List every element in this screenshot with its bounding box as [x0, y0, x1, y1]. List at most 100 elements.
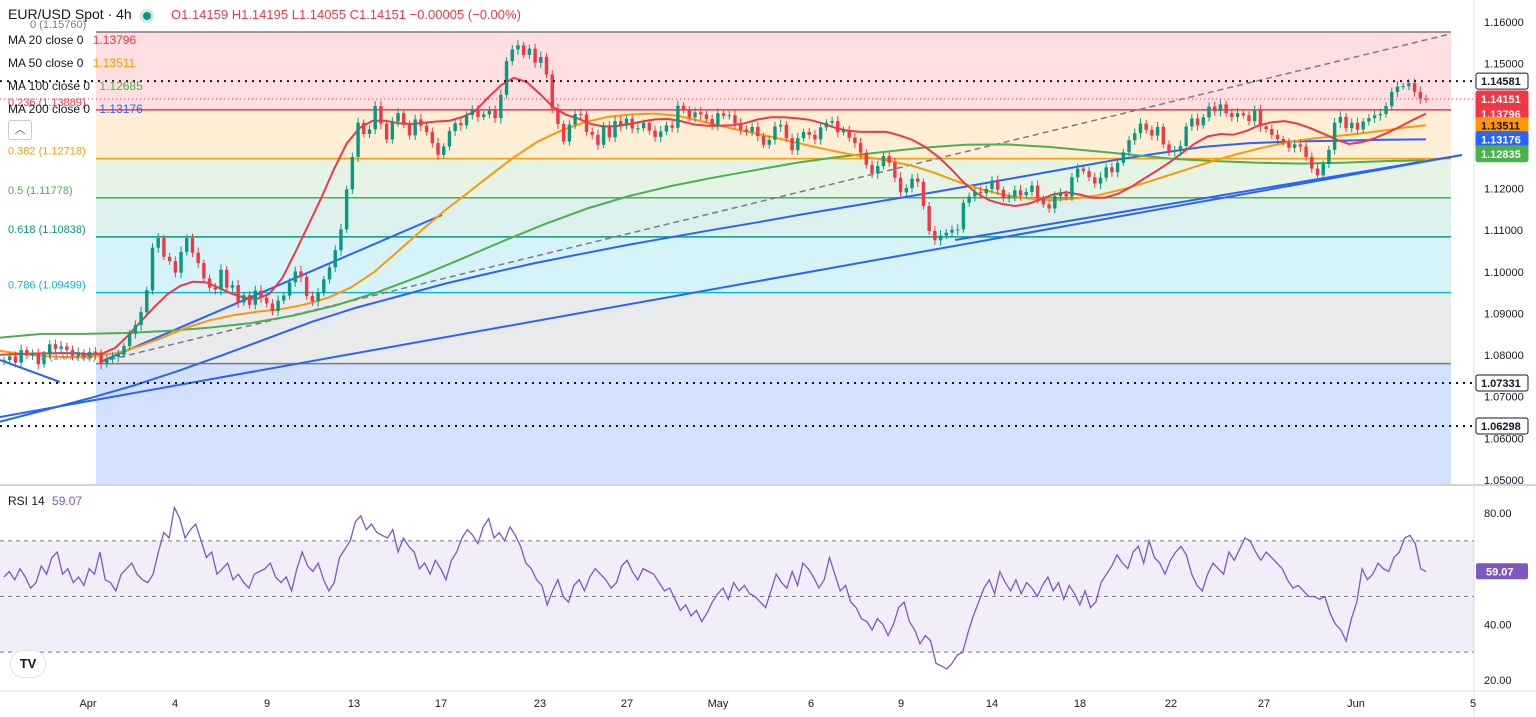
candle-body: [402, 113, 406, 125]
time-tick-label: 5: [1470, 698, 1476, 710]
price-badge-label: 1.14581: [1481, 76, 1521, 88]
candle-body: [1041, 198, 1046, 205]
candle-body: [390, 121, 395, 140]
rsi-tick-label: 40.00: [1484, 619, 1512, 631]
market-status-icon: [143, 11, 152, 20]
price-badge-label: 1.13511: [1481, 121, 1520, 133]
tradingview-logo-icon[interactable]: TV: [10, 650, 46, 678]
candle-body: [316, 293, 320, 302]
candle-body: [442, 146, 446, 155]
candle-body: [1264, 126, 1268, 130]
trendline-short: [0, 359, 61, 383]
price-badge: [1475, 72, 1529, 90]
candle-body: [818, 127, 823, 140]
candle-body: [310, 295, 315, 302]
candle-body: [93, 351, 98, 355]
candle-body: [561, 124, 566, 142]
candle-body: [1401, 86, 1405, 88]
candle-body: [533, 48, 537, 63]
candle-body: [487, 110, 492, 115]
price-tick-label: 1.12000: [1484, 184, 1524, 196]
candle-body: [1247, 115, 1251, 122]
ma50-legend[interactable]: MA 50 close 0 1.13511: [8, 56, 135, 70]
candle-body: [1110, 167, 1114, 173]
candle-body: [476, 109, 480, 117]
candle-body: [973, 191, 977, 197]
time-tick-label: 14: [986, 698, 998, 710]
candle-body: [990, 180, 994, 189]
time-tick-label: 23: [534, 698, 546, 710]
candle-body: [590, 131, 594, 135]
candle-body: [1321, 163, 1325, 176]
fib-label: 0.236 (1.13889): [8, 97, 86, 109]
time-tick-label: May: [708, 698, 729, 710]
ma100-value: 1.12685: [99, 79, 143, 93]
candle-body: [13, 356, 18, 363]
time-tick-label: 6: [808, 698, 814, 710]
candle-body: [30, 353, 35, 356]
ma100-legend[interactable]: MA 100 close 0 1.12685: [8, 79, 143, 93]
high-value: H1.14195: [231, 7, 289, 22]
candle-body: [7, 356, 12, 361]
candle-body: [373, 106, 377, 130]
price-tick-label: 1.11000: [1484, 225, 1523, 237]
price-badge: [1475, 417, 1529, 435]
candle-body: [967, 196, 971, 203]
time-tick-label: 9: [264, 698, 270, 710]
time-axis[interactable]: Apr 4 9 13 17 23 27 May 6 9 14 18 22 27 Jun 5: [79, 698, 1476, 710]
candle-body: [1104, 167, 1108, 178]
candle-body: [1412, 83, 1417, 92]
candle-body: [367, 129, 372, 135]
fib-label: 0.382 (1.12718): [8, 146, 86, 158]
fib-band: [96, 236, 1451, 293]
trendline-may: [954, 154, 1463, 241]
candle-body: [853, 137, 857, 144]
ma20-legend[interactable]: MA 20 close 0 1.13796: [8, 33, 136, 47]
candle-body: [1384, 106, 1388, 115]
candle-body: [807, 131, 811, 135]
candle-body: [670, 125, 674, 128]
candle-body: [773, 126, 777, 140]
candle-body: [961, 202, 966, 230]
rsi-legend[interactable]: RSI 14 59.07: [8, 494, 82, 508]
rsi-label-text: RSI 14: [8, 494, 45, 508]
candle-body: [539, 56, 543, 63]
candle-body: [293, 271, 297, 283]
candle-body: [916, 178, 920, 182]
price-axis[interactable]: 1.160001.150001.140001.130001.120001.110…: [1475, 17, 1529, 687]
candle-body: [236, 285, 240, 303]
candle-body: [1327, 149, 1331, 164]
symbol-title[interactable]: EUR/USD Spot · 4h: [8, 6, 132, 22]
fib-band: [96, 31, 1451, 110]
candle-body: [944, 232, 949, 236]
candle-body: [105, 358, 109, 364]
candle-body: [641, 122, 646, 129]
candle-body: [733, 115, 737, 124]
candle-body: [836, 121, 840, 133]
candle-body: [1350, 122, 1354, 129]
price-tick-label: 1.06000: [1484, 433, 1524, 445]
candle-body: [938, 235, 943, 241]
candle-body: [664, 125, 669, 132]
candle-body: [1292, 144, 1297, 148]
candle-body: [544, 56, 549, 75]
fib-label: 0.786 (1.09499): [8, 280, 86, 292]
candle-body: [516, 45, 520, 50]
candle-body: [150, 247, 155, 291]
ma200-legend[interactable]: MA 200 close 0 1.13176: [8, 102, 143, 116]
candle-body: [264, 297, 269, 304]
candle-body: [1018, 190, 1023, 196]
candle-body: [1241, 113, 1245, 116]
symbol-header: EUR/USD Spot · 4h O1.14159 H1.14195 L1.1…: [8, 6, 521, 22]
candle-body: [179, 251, 183, 273]
time-tick-label: 27: [1258, 698, 1270, 710]
low-value: L1.14055: [291, 7, 346, 22]
candle-body: [70, 350, 75, 356]
trendline-long: [0, 154, 1463, 418]
price-badge: [1475, 145, 1529, 163]
candle-body: [116, 354, 120, 357]
candle-body: [796, 138, 800, 151]
candle-body: [207, 278, 212, 288]
collapse-legend-button[interactable]: ︿: [8, 120, 32, 140]
